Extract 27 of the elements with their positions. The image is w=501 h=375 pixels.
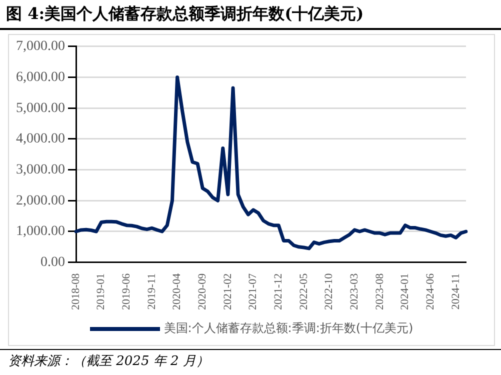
x-tick-label: 2021-12 [272, 273, 284, 310]
y-tick-label: 7,000.00 [16, 39, 65, 54]
y-tick-label: 0.00 [40, 255, 65, 270]
x-tick-label: 2024-06 [424, 272, 436, 310]
y-tick-label: 5,000.00 [16, 100, 65, 116]
text: 资料来源：（截至 2025 年 2 月） [8, 353, 209, 370]
x-tick-label: 2022-10 [323, 272, 336, 310]
x-tick-label: 2022-05 [298, 272, 310, 310]
chart-title: 图 4:美国个人储蓄存款总额季调折年数(十亿美元) [6, 4, 364, 25]
y-tick-label: 1,000.00 [16, 224, 65, 240]
x-tick-label: 2024-11 [450, 273, 462, 310]
x-tick-label: 2021-07 [247, 272, 260, 310]
x-tick-label: 2021-02 [222, 273, 234, 310]
y-tick-label: 3,000.00 [16, 162, 65, 178]
x-tick-label: 2018-08 [70, 272, 82, 310]
x-tick-label: 2019-06 [120, 272, 133, 310]
x-tick-label: 2023-03 [348, 272, 360, 310]
x-tick-label: 2024-01 [399, 273, 412, 310]
x-tick-label: 2020-04 [171, 272, 184, 310]
y-tick-label: 4,000.00 [16, 132, 65, 147]
x-tick-label: 2019-11 [146, 273, 158, 310]
x-tick-label: 2020-09 [196, 272, 209, 310]
y-tick-label: 2,000.00 [16, 193, 65, 208]
x-tick-label: 2019-01 [95, 273, 108, 310]
x-tick-label: 2023-08 [374, 272, 386, 310]
text: 美国:个人储蓄存款总额:季调:折年数(十亿美元) [164, 321, 414, 335]
y-tick-label: 6,000.00 [16, 70, 65, 85]
